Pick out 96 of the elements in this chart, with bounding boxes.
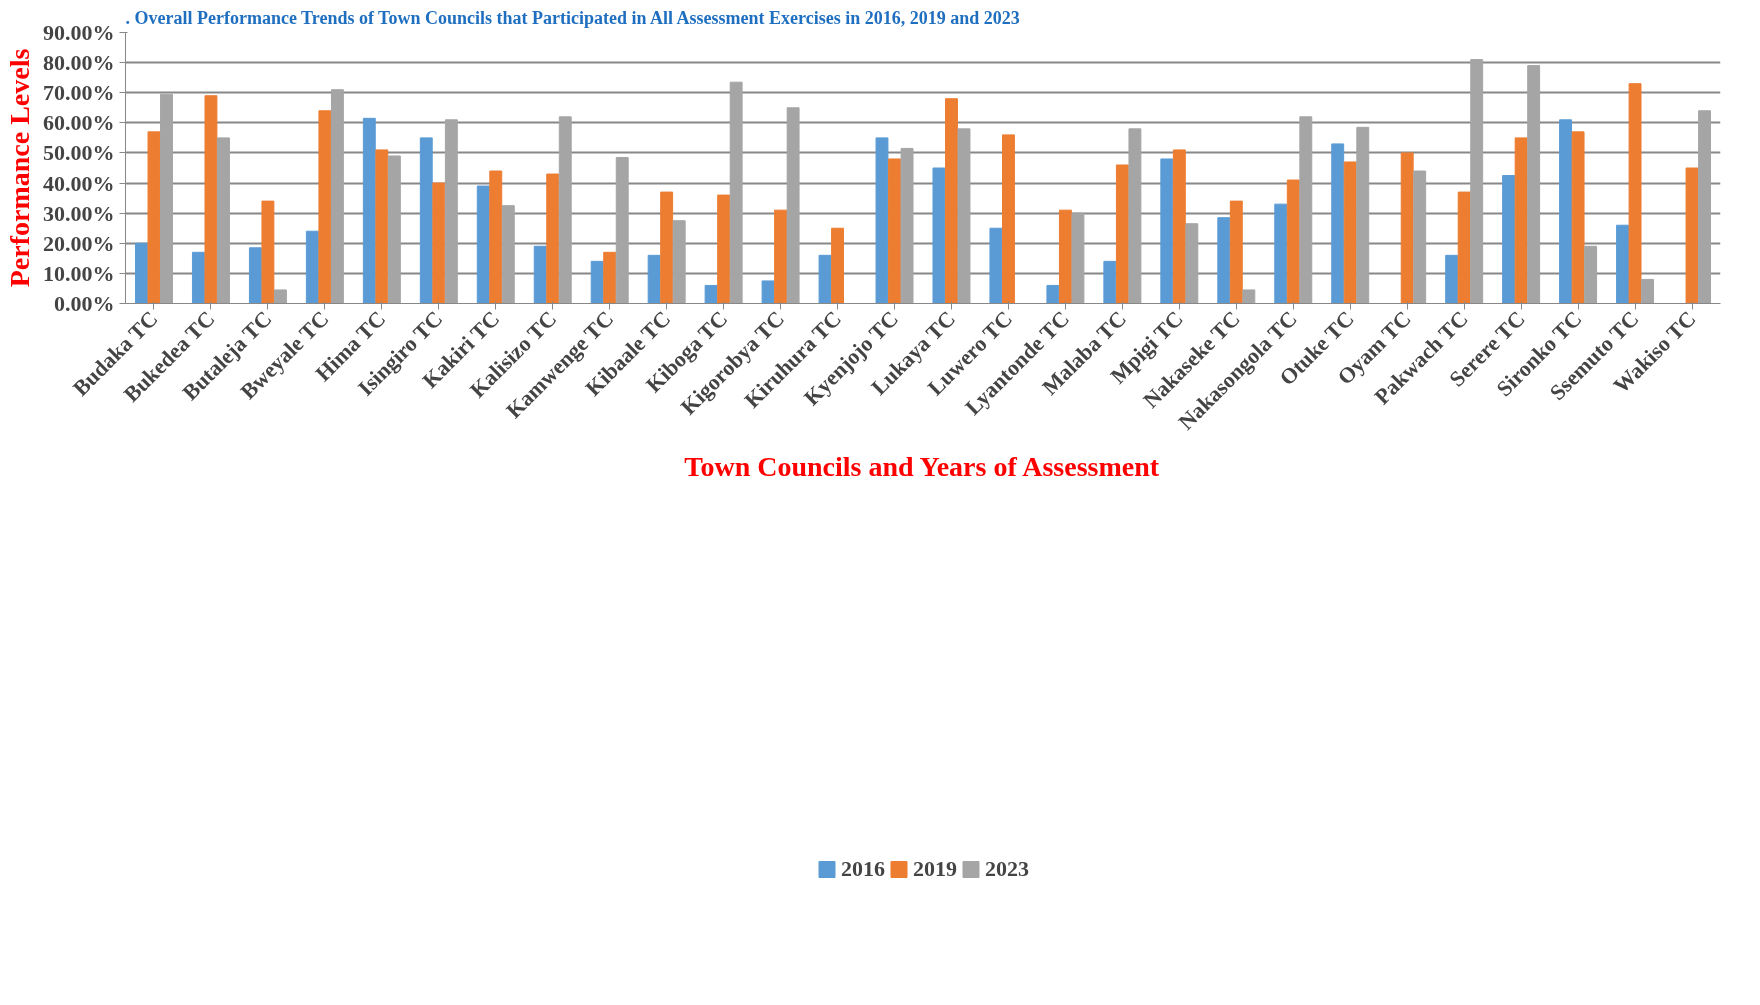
bar (1685, 167, 1699, 304)
bar (1229, 200, 1243, 304)
bar (717, 194, 731, 304)
bar (1641, 278, 1655, 304)
bar (1413, 170, 1427, 304)
bar (1046, 284, 1060, 304)
y-tick-label: 50.00% (43, 140, 115, 166)
bar (1457, 191, 1471, 304)
bar (375, 149, 389, 304)
bar (1217, 217, 1231, 304)
bar (533, 245, 547, 304)
bar (1698, 110, 1711, 304)
bar (191, 251, 205, 304)
bar (603, 251, 617, 304)
bar (1400, 152, 1414, 304)
bar (1242, 289, 1256, 304)
bar (362, 117, 376, 304)
bar (1103, 260, 1117, 304)
bar (590, 260, 604, 304)
bar (318, 110, 332, 304)
bar (1115, 164, 1129, 304)
y-axis-title: Performance Levels (4, 48, 35, 288)
y-tick-label: 0.00% (54, 291, 115, 316)
bar (444, 119, 458, 304)
bar (476, 185, 490, 304)
bar (672, 220, 686, 304)
bar (831, 227, 845, 304)
bar (888, 158, 901, 304)
bar (1299, 116, 1313, 304)
bar (1470, 59, 1484, 304)
bar (1628, 83, 1642, 304)
bar (818, 254, 832, 304)
bar (1559, 119, 1573, 304)
bar (1274, 203, 1288, 304)
y-tick-label: 40.00% (43, 170, 115, 196)
chart-title: . Overall Performance Trends of Town Councils that Participated in All Assessment Exercises in 2016, 2019 and 2023 (125, 7, 1020, 28)
bar (1128, 128, 1142, 304)
bar (305, 230, 319, 304)
bar (1356, 126, 1370, 304)
bar (1584, 245, 1598, 304)
bar (330, 89, 344, 304)
bar (1001, 134, 1015, 304)
y-tick-label: 10.00% (43, 260, 115, 286)
bar (615, 156, 629, 304)
y-tick-label: 80.00% (43, 50, 115, 76)
x-axis-title: Town Councils and Years of Assessment (684, 451, 1160, 483)
bar (1331, 143, 1345, 304)
bar (900, 147, 914, 304)
bar (248, 247, 262, 304)
bar (261, 200, 275, 304)
bar (217, 137, 230, 304)
bar (273, 289, 287, 304)
bar (1185, 223, 1199, 304)
bar (932, 167, 946, 304)
y-tick-label: 30.00% (43, 200, 115, 226)
bar (647, 254, 661, 304)
bar (989, 227, 1003, 304)
bar (1514, 137, 1528, 304)
bar (1058, 209, 1072, 304)
legend-label: 2019 (913, 855, 957, 882)
y-tick-label: 90.00% (43, 20, 115, 45)
y-tick-label: 20.00% (43, 230, 115, 256)
bar (204, 95, 218, 304)
bar (1527, 65, 1541, 304)
bar (558, 116, 572, 304)
bar (786, 107, 800, 304)
bar (1071, 212, 1085, 304)
bar (1172, 149, 1186, 304)
bar (1571, 131, 1585, 304)
bar (1502, 175, 1516, 304)
bar (945, 98, 958, 304)
bar (1286, 179, 1300, 304)
bar (546, 173, 560, 304)
bar (135, 242, 148, 304)
bar (957, 128, 971, 304)
legend-label: 2016 (841, 855, 885, 882)
bar (1160, 158, 1174, 304)
bar (704, 284, 718, 304)
bar (1445, 254, 1459, 304)
bar (660, 191, 674, 304)
bar (774, 209, 788, 304)
bar (160, 93, 173, 304)
y-tick-label: 70.00% (43, 80, 115, 106)
bar (147, 131, 161, 304)
y-tick-label: 60.00% (43, 110, 115, 136)
bar (875, 137, 889, 304)
bar (387, 155, 401, 304)
bar (1343, 161, 1357, 304)
bar (432, 182, 446, 304)
bar (501, 205, 515, 304)
legend-label: 2023 (985, 855, 1029, 882)
bar (419, 137, 433, 304)
bar (489, 170, 503, 304)
bar (761, 280, 775, 304)
bar (1616, 224, 1629, 304)
bar (729, 81, 743, 304)
